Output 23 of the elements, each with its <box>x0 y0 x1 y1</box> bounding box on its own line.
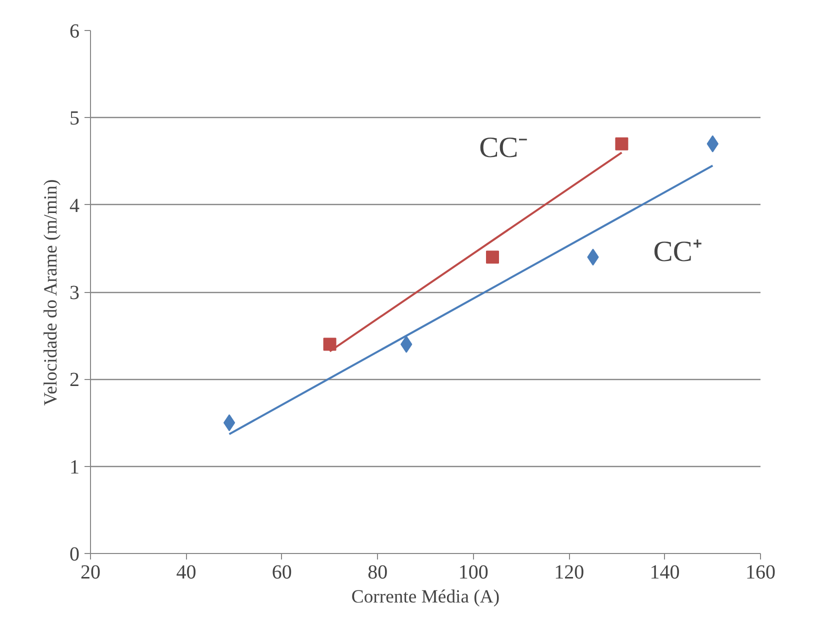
x-axis-title: Corrente Média (A) <box>351 586 500 608</box>
x-tick-label: 20 <box>80 562 100 584</box>
x-tick-label: 160 <box>746 562 776 584</box>
point <box>615 137 628 150</box>
x-tick-label: 140 <box>650 562 680 584</box>
point <box>223 414 236 432</box>
x-tick-label: 40 <box>176 562 196 584</box>
x-tick-label: 80 <box>368 562 388 584</box>
y-tick-label: 6 <box>70 20 80 42</box>
y-tick-label: 3 <box>70 282 80 304</box>
y-tick-label: 5 <box>70 108 80 130</box>
y-tick-label: 4 <box>70 194 80 217</box>
annotation: CC⁻ <box>479 132 528 164</box>
x-tick-label: 100 <box>458 562 488 584</box>
y-axis-title: Velocidade do Arame (m/min) <box>40 179 62 406</box>
point <box>486 250 499 264</box>
y-tick-label: 1 <box>70 456 80 478</box>
x-tick-label: 120 <box>554 562 584 584</box>
y-tick-label: 0 <box>70 544 80 566</box>
annotation: CC⁺ <box>653 236 702 268</box>
y-tick-label: 2 <box>70 369 80 392</box>
x-tick-label: 60 <box>272 562 292 584</box>
point <box>323 338 336 351</box>
